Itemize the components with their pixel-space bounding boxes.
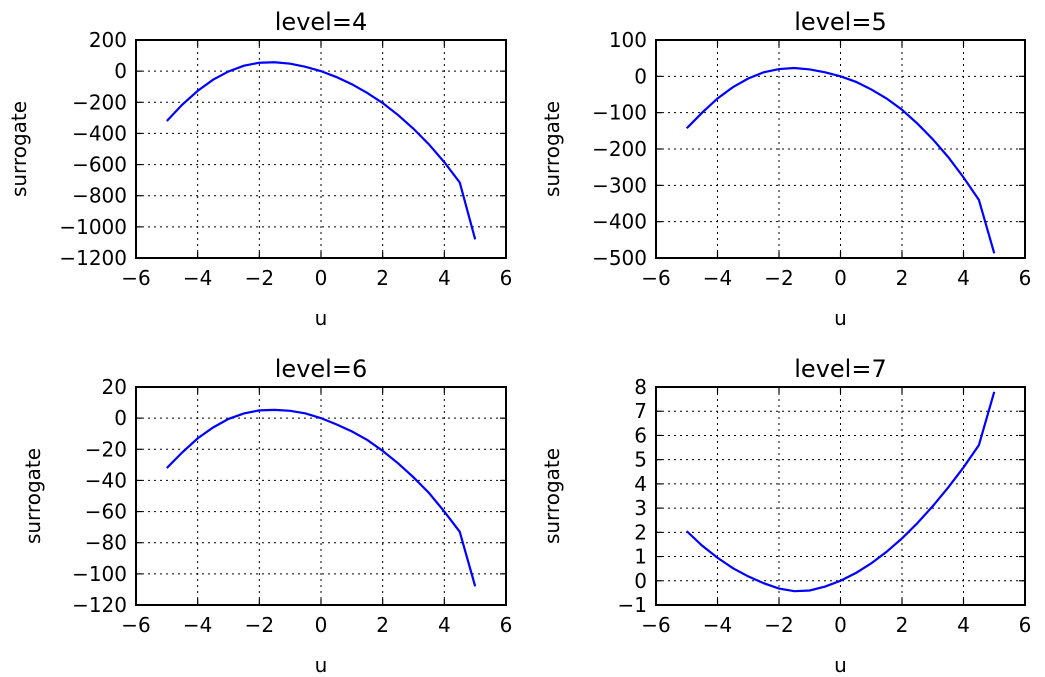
x-tick-label: −4 (703, 266, 732, 290)
x-tick-label: −2 (764, 613, 793, 637)
x-tick-label: 2 (376, 266, 389, 290)
chart-panel-2: −6 −4 −2 0 2 4 6 100 0 −100 −200 −300 −400 −500 level=… (540, 8, 1031, 330)
x-tick-label: 0 (315, 613, 328, 637)
y-tick-label: −300 (592, 173, 647, 197)
series-line-1 (166, 408, 477, 587)
y-axis-label: surrogate (540, 448, 564, 544)
chart-panel-3: −6 −4 −2 0 2 4 6200−20−40−60−80−100−120level=6… (21, 355, 512, 677)
x-tick-label: 0 (315, 266, 328, 290)
plot-frame (655, 386, 1026, 606)
y-tick-label: 1 (634, 545, 647, 569)
x-tick-label: 6 (500, 613, 513, 637)
x-tick-label: −6 (121, 613, 150, 637)
x-tick-label: −2 (245, 266, 274, 290)
y-tick-label: 2 (634, 520, 647, 544)
plot-frame (655, 39, 1026, 259)
x-tick-label: 4 (438, 613, 451, 637)
y-tick-label: −40 (85, 468, 127, 492)
y-tick-label: −500 (592, 246, 647, 270)
x-tick-label: −4 (183, 266, 212, 290)
y-tick-label: −60 (85, 500, 127, 524)
x-tick-label: 0 (834, 266, 847, 290)
y-tick-label: 200 (89, 28, 127, 52)
y-axis-label: surrogate (540, 101, 564, 197)
y-tick-label: −200 (592, 137, 647, 161)
y-tick-label: 0 (114, 59, 127, 83)
y-tick-label: 4 (634, 472, 647, 496)
x-tick-label: 4 (957, 266, 970, 290)
x-axis-label: u (834, 653, 847, 677)
chart-title: level=7 (794, 355, 886, 383)
y-tick-label: 7 (634, 399, 647, 423)
y-tick-label: −200 (72, 90, 127, 114)
y-axis-label: surrogate (7, 101, 31, 197)
y-tick-label: 0 (634, 64, 647, 88)
plot-frame (135, 39, 507, 259)
y-tick-label: −20 (85, 437, 127, 461)
y-tick-label: 3 (634, 496, 647, 520)
x-tick-label: −2 (245, 613, 274, 637)
x-tick-label: 2 (376, 613, 389, 637)
chart-panel-1: −6 −4 −2 0 2 4 6 200 0 −200 −400 −600 −800 −1000 −1200… (7, 8, 512, 330)
y-tick-label: 5 (634, 448, 647, 472)
chart-title: level=6 (275, 355, 367, 383)
x-axis-label: u (315, 653, 328, 677)
chart-title: level=5 (794, 8, 886, 36)
y-tick-label: −800 (72, 184, 127, 208)
y-tick-label: −100 (72, 562, 127, 586)
x-tick-label: 6 (1019, 613, 1032, 637)
plot-frame (135, 386, 507, 606)
y-tick-label: 6 (634, 423, 647, 447)
x-tick-label: 4 (438, 266, 451, 290)
x-tick-label: 2 (896, 266, 909, 290)
series-line-1 (685, 66, 996, 254)
y-tick-label: −80 (85, 531, 127, 555)
y-tick-label: 0 (114, 406, 127, 430)
y-tick-label: −100 (592, 101, 647, 125)
y-tick-label: −400 (592, 210, 647, 234)
x-tick-label: 6 (1019, 266, 1032, 290)
y-axis-label: surrogate (21, 448, 45, 544)
x-axis-label: u (315, 306, 328, 330)
y-tick-label: 100 (609, 28, 647, 52)
y-tick-label: 8 (634, 375, 647, 399)
series-line-1 (166, 61, 477, 240)
x-tick-label: 2 (896, 613, 909, 637)
series-line-1 (685, 391, 996, 593)
x-tick-label: −4 (703, 613, 732, 637)
x-tick-label: −4 (183, 613, 212, 637)
x-tick-label: 6 (500, 266, 513, 290)
x-tick-label: −6 (641, 266, 670, 290)
y-tick-label: −1200 (59, 246, 127, 270)
y-tick-label: −600 (72, 153, 127, 177)
y-tick-label: 20 (102, 375, 127, 399)
x-tick-label: 0 (834, 613, 847, 637)
y-tick-label: −1 (618, 593, 647, 617)
x-tick-label: −6 (121, 266, 150, 290)
x-tick-label: −6 (641, 613, 670, 637)
x-axis-label: u (834, 306, 847, 330)
y-tick-label: 0 (634, 569, 647, 593)
y-tick-label: −1000 (59, 215, 127, 239)
x-tick-label: 4 (957, 613, 970, 637)
x-tick-label: −2 (764, 266, 793, 290)
y-tick-label: −120 (72, 593, 127, 617)
chart-title: level=4 (275, 8, 367, 36)
y-tick-label: −400 (72, 121, 127, 145)
